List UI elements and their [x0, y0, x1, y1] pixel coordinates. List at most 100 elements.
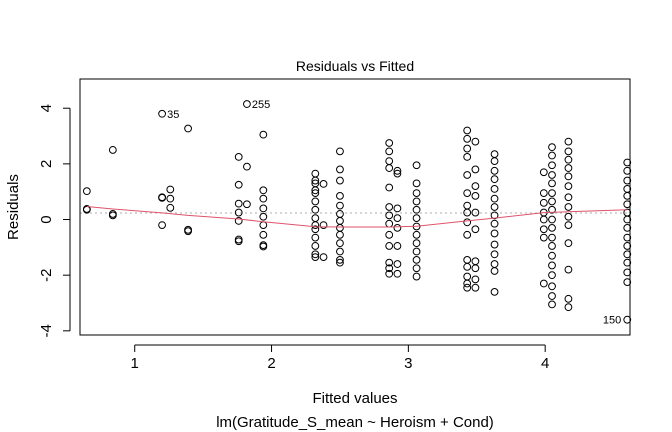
residual-point [623, 233, 632, 242]
residual-point [463, 279, 472, 288]
residual-point [548, 242, 556, 250]
residual-point [539, 233, 548, 242]
y-axis-label: Residuals [5, 174, 22, 240]
residual-point [311, 189, 320, 197]
residual-point [623, 158, 632, 167]
residual-point [234, 217, 243, 225]
residual-point [385, 147, 394, 156]
x-axis-label: Fitted values [312, 390, 397, 407]
residual-point [393, 223, 402, 232]
residual-point [336, 247, 344, 256]
residual-point [259, 242, 268, 251]
residual-point [412, 247, 421, 256]
residual-point [471, 225, 480, 234]
residual-point [259, 212, 268, 221]
residual-point [393, 269, 402, 278]
residual-point [463, 189, 472, 197]
residual-point [234, 180, 243, 189]
residual-point [564, 155, 573, 164]
residual-point [539, 189, 548, 197]
x-tick-label: 3 [404, 355, 412, 372]
residual-point [184, 227, 192, 236]
residual-point [548, 189, 556, 197]
x-tick-label: 2 [267, 355, 275, 372]
y-axis: -4 -2 0 2 4 [38, 104, 71, 337]
residual-point [623, 258, 632, 267]
residual-point [385, 139, 394, 147]
residual-point [564, 164, 573, 172]
residual-point [319, 253, 328, 261]
point-label-35: 35 [167, 109, 179, 121]
residual-point [623, 315, 632, 324]
residual-point [564, 294, 573, 303]
residual-point [385, 269, 394, 278]
residual-point [336, 239, 344, 248]
residual-point [311, 205, 320, 214]
residual-point [385, 203, 394, 211]
residual-point [82, 205, 91, 214]
residual-point [490, 175, 499, 184]
residual-point [548, 179, 556, 188]
residual-point [336, 201, 344, 210]
residual-point [158, 193, 166, 202]
residual-point [463, 208, 472, 217]
residual-point [412, 197, 421, 206]
residual-point [564, 182, 573, 191]
residual-point [564, 212, 573, 221]
residual-point [385, 242, 394, 250]
residual-point [311, 233, 320, 242]
residual-point [471, 208, 480, 217]
chart-title: Residuals vs Fitted [296, 58, 414, 74]
residual-point [471, 283, 480, 292]
y-tick-label: 2 [38, 160, 55, 168]
residual-point [564, 137, 573, 146]
residual-point [311, 253, 320, 261]
residual-point [564, 203, 573, 211]
residual-point [548, 161, 556, 170]
x-tick-label: 1 [131, 355, 139, 372]
residual-point [463, 134, 472, 143]
residual-point [412, 264, 421, 273]
residual-point [463, 153, 472, 161]
y-tick-label: -2 [38, 269, 55, 282]
residual-point [108, 146, 117, 154]
residual-point [319, 221, 328, 229]
residual-point [564, 265, 573, 274]
residual-point [471, 165, 480, 174]
residual-point [259, 230, 268, 239]
residual-point [548, 151, 556, 160]
residual-point [336, 255, 344, 264]
residual-point [234, 208, 243, 217]
residual-point [463, 126, 472, 135]
residual-point [548, 143, 556, 152]
residual-point [548, 171, 556, 179]
residual-point [412, 189, 421, 197]
residual-point [623, 176, 632, 185]
residual-point [412, 161, 421, 170]
residual-point [336, 191, 344, 200]
residual-point [311, 225, 320, 234]
residual-point [336, 258, 344, 267]
residual-point [259, 130, 268, 139]
smoother-line [86, 205, 628, 228]
residual-point [564, 221, 573, 229]
residual-point [184, 124, 192, 133]
residual-point [564, 172, 573, 181]
residual-point [623, 242, 632, 250]
residual-point [471, 182, 480, 191]
residual-point [393, 204, 402, 213]
residual-point [336, 176, 344, 185]
residual-point [471, 264, 480, 273]
residual-point [490, 267, 499, 275]
residual-point [311, 176, 320, 185]
residual-point [548, 282, 556, 291]
residual-point [623, 250, 632, 259]
residual-point [412, 179, 421, 188]
residual-point [412, 230, 421, 239]
residual-point [319, 180, 328, 188]
residual-point [548, 205, 556, 214]
residual-point [548, 261, 556, 270]
residual-point [463, 283, 472, 292]
residual-point [385, 211, 394, 220]
